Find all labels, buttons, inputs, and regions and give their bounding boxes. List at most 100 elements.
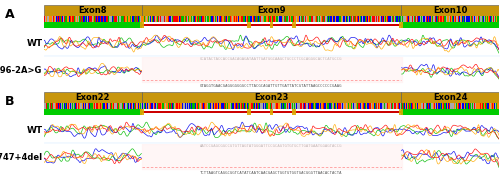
Bar [300, 16, 301, 22]
Bar [360, 103, 362, 109]
Bar [253, 16, 254, 22]
Bar [118, 16, 119, 22]
Bar [316, 16, 318, 22]
Bar [239, 16, 240, 22]
Bar [112, 103, 114, 109]
Bar [114, 16, 115, 22]
Bar [187, 16, 188, 22]
Bar [152, 16, 154, 22]
Text: c.2747+4del: c.2747+4del [0, 153, 42, 162]
Bar [251, 103, 252, 109]
Bar [449, 16, 450, 22]
Bar [435, 103, 436, 109]
Bar [192, 16, 194, 22]
Bar [398, 103, 400, 109]
Bar [426, 103, 427, 109]
Bar [60, 16, 62, 22]
Bar [107, 16, 108, 22]
Bar [117, 103, 118, 109]
Bar [498, 103, 499, 109]
Bar [295, 103, 296, 109]
Bar [392, 103, 393, 109]
Bar [199, 16, 200, 22]
Bar [189, 103, 190, 109]
Bar [206, 16, 207, 22]
Bar [129, 103, 130, 109]
Bar [164, 16, 166, 22]
Bar [145, 103, 146, 109]
Bar [470, 103, 472, 109]
Bar [321, 16, 322, 22]
Bar [312, 103, 313, 109]
Bar [214, 16, 216, 22]
Bar [380, 103, 382, 109]
Bar [148, 16, 149, 22]
Bar [406, 103, 407, 109]
Bar [70, 16, 72, 22]
Bar [396, 16, 397, 22]
Bar [106, 16, 107, 22]
Bar [380, 16, 382, 22]
Bar [54, 16, 55, 22]
Bar [174, 103, 176, 109]
Bar [429, 103, 430, 109]
Bar [179, 16, 180, 22]
Bar [406, 16, 407, 22]
Text: c.1096-2A>G: c.1096-2A>G [0, 66, 42, 75]
Bar [202, 103, 203, 109]
Bar [449, 103, 450, 109]
Bar [52, 103, 53, 109]
Bar [221, 16, 222, 22]
Bar [162, 16, 164, 22]
Bar [259, 103, 260, 109]
Bar [338, 16, 340, 22]
Bar [491, 16, 492, 22]
Bar [424, 103, 425, 109]
Bar [134, 103, 135, 109]
Bar [354, 103, 355, 109]
Bar [292, 109, 296, 115]
Bar [94, 103, 95, 109]
Bar [401, 5, 499, 16]
Bar [271, 16, 272, 22]
Bar [140, 16, 141, 22]
Bar [304, 103, 305, 109]
Bar [157, 16, 158, 22]
Bar [209, 16, 210, 22]
Bar [390, 16, 392, 22]
Bar [236, 16, 238, 22]
Bar [124, 16, 125, 22]
Bar [468, 103, 469, 109]
Bar [355, 16, 356, 22]
Bar [410, 16, 412, 22]
Bar [88, 16, 90, 22]
Bar [174, 16, 176, 22]
Bar [310, 16, 311, 22]
Bar [335, 103, 336, 109]
Bar [497, 103, 498, 109]
Bar [335, 16, 336, 22]
Bar [230, 16, 231, 22]
Bar [400, 103, 402, 109]
Bar [258, 16, 259, 22]
Bar [168, 16, 169, 22]
Bar [256, 16, 258, 22]
Bar [298, 103, 300, 109]
Bar [197, 103, 198, 109]
Bar [304, 16, 305, 22]
Bar [276, 16, 278, 22]
Bar [394, 16, 395, 22]
Bar [442, 103, 444, 109]
Text: WT: WT [26, 126, 42, 135]
Bar [382, 16, 383, 22]
Bar [353, 103, 354, 109]
Bar [68, 16, 70, 22]
Bar [312, 16, 313, 22]
Bar [326, 16, 328, 22]
Bar [436, 16, 437, 22]
Bar [292, 103, 293, 109]
Bar [412, 16, 414, 22]
Bar [314, 16, 315, 22]
Bar [122, 103, 124, 109]
Bar [416, 103, 417, 109]
